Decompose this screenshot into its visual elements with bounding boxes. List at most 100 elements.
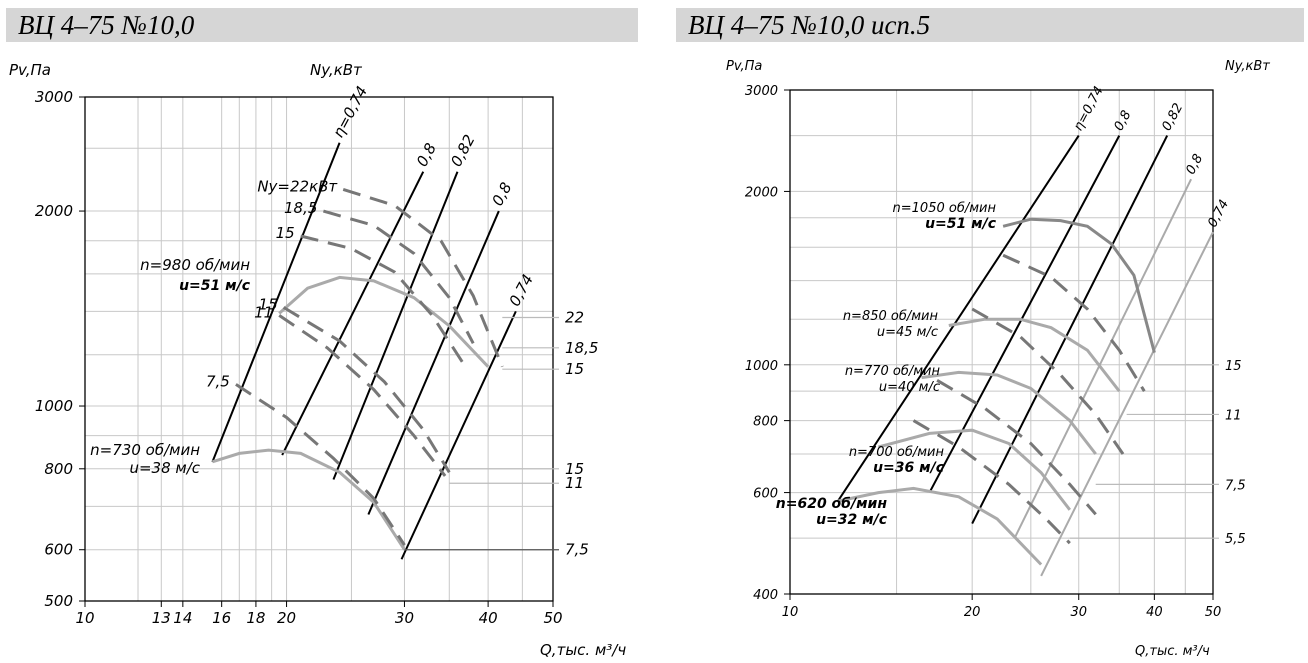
- chart2-xtick-label: 50: [1205, 605, 1222, 620]
- chart2-pressure-curve: [1002, 217, 1156, 353]
- chart2-power-right-label: 15: [1225, 359, 1242, 374]
- chart1-power-right-label: 15: [565, 460, 584, 478]
- chart2-frame: [789, 89, 1214, 595]
- chart1-power-label: Ny=22кВт: [257, 177, 338, 195]
- chart2-efficiency-label: 0,8: [1183, 152, 1206, 177]
- chart1-title: ВЦ 4–75 №10,0: [6, 8, 638, 42]
- chart1-efficiency-label: η=0,74: [329, 83, 371, 140]
- chart2-efficiency-label: η=0,74: [1071, 84, 1107, 133]
- chart1-power-curve: [278, 314, 447, 477]
- chart2-speed-label: n=620 об/мин: [776, 496, 888, 512]
- chart1-efficiency-line: [281, 171, 425, 456]
- chart2-velocity-label: u=32 м/с: [816, 512, 888, 528]
- chart1-ytick-label: 500: [44, 592, 73, 610]
- chart1-power-curve: [300, 234, 467, 368]
- chart1-power-curve: [235, 383, 406, 546]
- chart1-power-right-label: 11: [565, 474, 584, 492]
- chart1-ytick-label: 800: [44, 460, 73, 478]
- chart2-ylabel: Pv,Па: [726, 59, 762, 74]
- chart2-efficiency-line: [928, 135, 1121, 494]
- chart1-power-right-label: 15: [565, 360, 584, 378]
- chart2-ytick-label: 2000: [745, 185, 778, 200]
- chart1-xtick-label: 40: [479, 609, 498, 627]
- chart1-ytick-label: 1000: [35, 397, 73, 415]
- chart2-power-curve: [971, 307, 1125, 455]
- chart2-title: ВЦ 4–75 №10,0 исп.5: [676, 8, 1304, 42]
- chart1-velocity-label: u=38 м/с: [129, 459, 200, 477]
- chart2-efficiency-line: [971, 135, 1169, 525]
- chart2-efficiency-line: [837, 135, 1080, 502]
- chart2-ytick-label: 800: [753, 415, 778, 430]
- chart2-pressure-curve: [948, 317, 1121, 393]
- chart1-efficiency-label: 0,82: [447, 132, 479, 170]
- chart1-velocity-label: u=51 м/с: [179, 278, 251, 294]
- chart2-velocity-label: u=45 м/с: [877, 325, 938, 340]
- chart1-power-curve: [282, 306, 451, 474]
- chart1-speed-label: n=730 об/мин: [90, 441, 200, 459]
- chart1-ytick-label: 3000: [35, 88, 73, 106]
- chart1-xtick-label: 18: [246, 609, 265, 627]
- chart2-ytick-label: 400: [753, 588, 778, 603]
- chart2-speed-label: n=700 об/мин: [849, 445, 945, 460]
- chart1-xtick-label: 16: [212, 609, 231, 627]
- chart1-power-right-label: 22: [565, 308, 584, 326]
- chart1-xtick-label: 20: [277, 609, 296, 627]
- chart1-efficiency-line: [367, 210, 500, 515]
- chart1-speed-label: n=980 об/мин: [140, 256, 250, 274]
- chart2-ytick-label: 3000: [745, 84, 778, 99]
- chart2-pressure-curve: [878, 428, 1071, 511]
- chart1-efficiency-line: [211, 142, 341, 463]
- chart2-velocity-label: u=40 м/с: [879, 380, 940, 395]
- chart1-xtick-label: 13: [152, 609, 171, 627]
- chart1-power-label: 7,5: [206, 372, 230, 390]
- chart2-efficiency-label: 0,82: [1159, 101, 1186, 134]
- chart2-xtick-label: 10: [782, 605, 799, 620]
- chart2-efficiency-label: 0,8: [1112, 108, 1135, 133]
- chart2-power-right-label: 7,5: [1225, 478, 1246, 493]
- chart1-power-right-label: 7,5: [565, 541, 589, 559]
- chart2-velocity-label: u=51 м/с: [925, 216, 997, 232]
- chart1-power-curve: [322, 209, 475, 344]
- chart2-efficiency-label: 0,74: [1205, 197, 1232, 230]
- chart1-power-label: 15: [276, 224, 295, 242]
- chart2-xtick-label: 40: [1146, 605, 1163, 620]
- chart1-frame: [84, 96, 554, 602]
- chart2-xtick-label: 30: [1070, 605, 1087, 620]
- chart2-power-curve: [936, 379, 1097, 516]
- chart1-ytick-label: 2000: [35, 202, 73, 220]
- chart1-power-label: 11: [254, 303, 273, 321]
- chart2-power-curve: [912, 419, 1071, 545]
- chart2-ytick-label: 1000: [745, 359, 778, 374]
- chart2-pressure-curve: [921, 370, 1097, 455]
- chart1-xtick-label: 50: [543, 609, 562, 627]
- chart2-efficiency-line: [1040, 231, 1214, 577]
- chart1-efficiency-label: 0,8: [413, 140, 440, 170]
- chart2-xlabel: Q,тыс. м³/ч: [1135, 644, 1210, 659]
- chart1-power-right-label: 18,5: [565, 339, 598, 357]
- chart2-power-right-label: 5,5: [1225, 532, 1246, 547]
- chart1-power-curve: [342, 187, 504, 368]
- chart2-ytick-label: 600: [753, 487, 778, 502]
- chart2-speed-label: n=1050 об/мин: [893, 201, 997, 216]
- chart2-ylabel-right: Ny,кВт: [1225, 59, 1270, 74]
- chart1-efficiency-label: 0,8: [488, 179, 515, 209]
- chart1-xtick-label: 30: [395, 609, 414, 627]
- chart1-power-label: 15: [259, 295, 278, 313]
- chart1-power-label: 18,5: [284, 199, 317, 217]
- chart1-xlabel: Q,тыс. м³/ч: [540, 641, 626, 659]
- chart1-xtick-label: 10: [75, 609, 94, 627]
- chart1-ylabel: Pv,Па: [9, 61, 51, 79]
- chart1-pressure-curve: [278, 275, 490, 368]
- chart1-xtick-label: 14: [173, 609, 192, 627]
- chart1-ytick-label: 600: [44, 541, 73, 559]
- chart1-plot: 500 600 800 1000 2000 3000 10 13 14 16 18 20 30 40 50 η…: [35, 83, 599, 627]
- chart2-pressure-curve: [837, 486, 1043, 566]
- chart2-power-curve: [1002, 253, 1146, 392]
- chart2-xtick-label: 20: [964, 605, 981, 620]
- chart1-efficiency-label: 0,74: [505, 271, 537, 309]
- chart1-efficiency-line: [332, 171, 459, 480]
- chart1-ylabel-right: Ny,кВт: [310, 61, 363, 79]
- chart1-pressure-curve: [211, 448, 406, 551]
